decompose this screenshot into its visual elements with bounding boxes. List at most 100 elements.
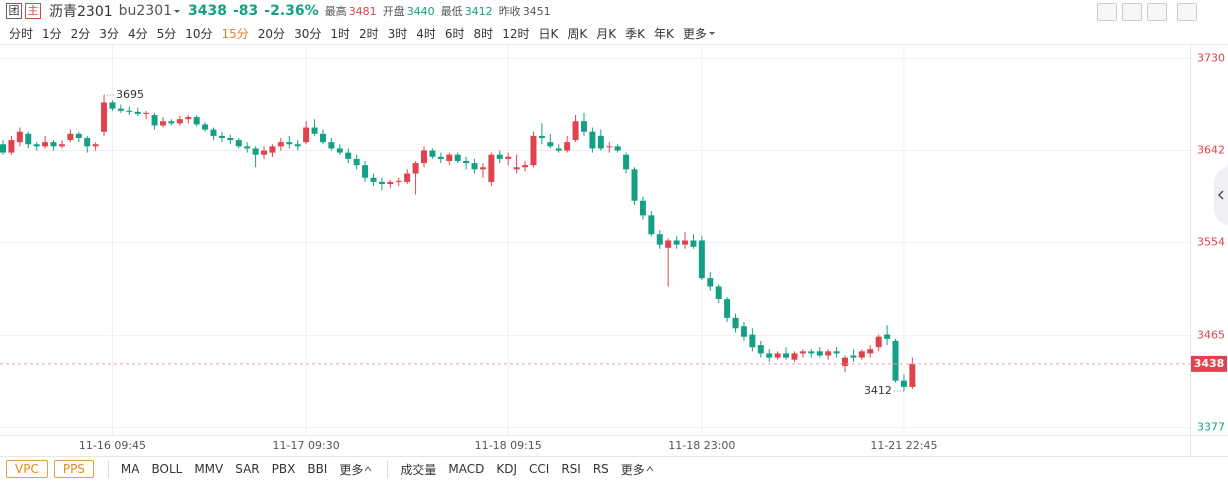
period-tab[interactable]: 分时 — [9, 26, 34, 41]
x-tick-label: 11-17 09:30 — [273, 439, 340, 452]
indicator[interactable]: MACD — [448, 462, 485, 476]
candle-body — [387, 181, 394, 185]
separator — [107, 460, 109, 478]
candle-body — [639, 200, 646, 216]
candle-body — [454, 154, 461, 161]
candle-body — [151, 114, 158, 126]
candle-body — [286, 142, 293, 145]
candle-body — [522, 165, 529, 168]
candle-body — [168, 121, 175, 124]
period-tab[interactable]: 2分 — [70, 26, 91, 41]
symbol-code[interactable]: bu2301 — [118, 3, 173, 19]
candle-body — [269, 146, 276, 153]
caret — [646, 466, 654, 472]
period-tab[interactable]: 4时 — [416, 26, 436, 41]
indicator[interactable]: 更多 — [620, 462, 645, 477]
candle-body — [884, 334, 891, 339]
period-tab[interactable]: 1分 — [42, 26, 62, 41]
candle-body — [117, 108, 124, 111]
candle-body — [698, 240, 705, 279]
indicator[interactable]: SAR — [235, 462, 260, 476]
indicator[interactable]: KDJ — [496, 462, 518, 476]
period-tab[interactable]: 8时 — [473, 26, 494, 41]
period-tab[interactable]: 3时 — [387, 26, 408, 41]
period-tab[interactable]: 12时 — [502, 26, 530, 41]
indicator[interactable]: MMV — [194, 462, 224, 476]
period-tab[interactable]: 15分 — [221, 26, 249, 41]
candle-body — [429, 150, 436, 157]
header: 团 主 沥青2301 bu2301 3438 -83 -2.36% 最高 348… — [0, 0, 1228, 22]
candle-body — [395, 180, 402, 182]
candle-body — [42, 142, 49, 147]
tool-icon[interactable] — [1122, 3, 1142, 21]
candle-body — [631, 169, 638, 201]
candle-body — [378, 181, 385, 185]
period-tab[interactable]: 3分 — [99, 26, 119, 41]
candle-body — [572, 121, 579, 141]
period-tab[interactable]: 月K — [596, 26, 617, 41]
indicator-bar: VPC PPS MA BOLL MMV SAR PBX BBI 更多 成交量 MACD KDJ CCI R… — [0, 456, 1228, 482]
candle-body — [319, 133, 326, 143]
tool-icon[interactable] — [1147, 3, 1167, 21]
separator — [387, 460, 389, 478]
icon[interactable]: 团 — [6, 3, 22, 19]
indicator[interactable]: 更多 — [339, 462, 364, 477]
period-tab[interactable]: 6时 — [444, 26, 465, 41]
candle-body — [311, 127, 318, 134]
side-tab-arrow — [1217, 190, 1224, 200]
indicator[interactable]: BBI — [307, 462, 328, 476]
candle-body — [143, 112, 150, 114]
icon[interactable]: 主 — [25, 3, 41, 19]
period-tab[interactable]: 5分 — [156, 26, 177, 41]
label: 开盘 — [382, 5, 405, 18]
period-tabs: 分时 1分 2分 3分 4分 5分 10分 15分 20分 30分 1时 2时 3时 4时 6时 8时 12时日… — [0, 22, 717, 44]
period-tab[interactable]: 周K — [567, 26, 588, 41]
period-tab[interactable]: 季K — [625, 26, 645, 41]
indicator[interactable]: PBX — [271, 462, 296, 476]
period-tab[interactable]: 2时 — [358, 26, 379, 41]
candle-body — [67, 133, 74, 141]
candle-body — [842, 357, 848, 366]
indicator[interactable]: CCI — [529, 462, 550, 476]
candle-body — [555, 148, 562, 151]
period-tab[interactable]: 20分 — [257, 26, 286, 41]
x-tick-label: 11-18 09:15 — [475, 439, 542, 452]
candle-body — [488, 154, 495, 182]
value: 3481 — [348, 4, 377, 18]
candle-body — [766, 353, 773, 358]
period-tab[interactable]: 年K — [653, 26, 674, 41]
period-tab[interactable]: 4分 — [127, 26, 148, 41]
period-tab[interactable]: 更多 — [682, 26, 707, 41]
x-tick-label: 11-18 23:00 — [668, 439, 735, 452]
side-tab[interactable] — [1214, 165, 1228, 226]
candle-body — [858, 351, 865, 358]
candle-body — [101, 102, 108, 132]
indicator[interactable]: BOLL — [151, 462, 183, 476]
candle-body — [109, 102, 116, 109]
overlay-button[interactable]: PPS — [53, 460, 94, 478]
label: 昨收 — [498, 5, 521, 18]
candle-body — [235, 140, 242, 147]
candle-body — [159, 121, 166, 126]
candle-body — [648, 215, 655, 235]
candle-body — [185, 117, 192, 120]
period-tab[interactable]: 1时 — [330, 26, 350, 41]
candle-body — [875, 336, 882, 348]
candle-body — [294, 144, 301, 147]
period-tab[interactable]: 10分 — [185, 26, 213, 41]
period-tab[interactable]: 30分 — [294, 26, 322, 41]
overlay-button[interactable]: VPC — [6, 460, 48, 478]
tool-icon[interactable] — [1177, 3, 1197, 21]
candle-body — [900, 380, 907, 387]
candle-body — [353, 158, 360, 166]
indicator[interactable]: MA — [120, 462, 140, 476]
tool-icon[interactable] — [1097, 3, 1117, 21]
caret — [364, 466, 372, 472]
candle-body — [547, 142, 554, 147]
candle-body — [799, 351, 806, 354]
indicator[interactable]: RSI — [561, 462, 581, 476]
candle-body — [808, 351, 815, 354]
indicator[interactable]: 成交量 — [400, 462, 437, 477]
indicator[interactable]: RS — [592, 462, 609, 476]
period-tab[interactable]: 日K — [538, 26, 559, 41]
